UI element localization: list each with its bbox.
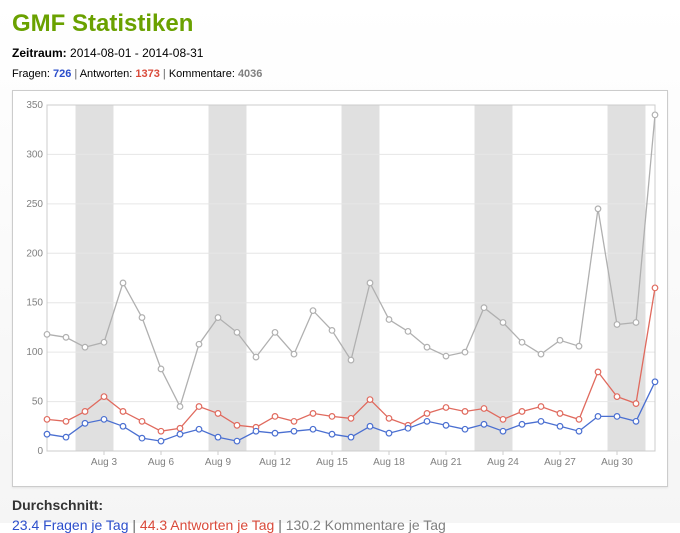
kommentare-value: 4036 xyxy=(238,68,262,80)
svg-text:Aug 15: Aug 15 xyxy=(316,457,348,468)
svg-text:Aug 12: Aug 12 xyxy=(259,457,291,468)
svg-text:Aug 30: Aug 30 xyxy=(601,457,633,468)
totals-line: Fragen: 726 | Antworten: 1373 | Kommenta… xyxy=(12,68,668,80)
fragen-value: 726 xyxy=(53,68,71,80)
averages-line: 23.4 Fragen je Tag | 44.3 Antworten je T… xyxy=(12,517,668,533)
period-line: Zeitraum: 2014-08-01 - 2014-08-31 xyxy=(12,46,668,60)
page-title: GMF Statistiken xyxy=(12,10,668,38)
separator: | xyxy=(278,517,286,533)
antworten-label: Antworten: xyxy=(80,68,133,80)
svg-text:Aug 18: Aug 18 xyxy=(373,457,405,468)
period-value: 2014-08-01 - 2014-08-31 xyxy=(70,46,203,60)
svg-text:250: 250 xyxy=(26,199,43,210)
avg-fragen: 23.4 Fragen je Tag xyxy=(12,517,129,533)
svg-text:200: 200 xyxy=(26,248,43,259)
svg-text:Aug 9: Aug 9 xyxy=(205,457,232,468)
period-label: Zeitraum: xyxy=(12,46,67,60)
svg-text:Aug 24: Aug 24 xyxy=(487,457,519,468)
antworten-value: 1373 xyxy=(135,68,159,80)
svg-text:Aug 27: Aug 27 xyxy=(544,457,576,468)
avg-kommentare: 130.2 Kommentare je Tag xyxy=(286,517,446,533)
svg-text:Aug 6: Aug 6 xyxy=(148,457,175,468)
svg-text:100: 100 xyxy=(26,347,43,358)
stats-chart: 0 50 100 150 200 250 300 350 Aug 3 Aug 6 Aug 9 Aug … xyxy=(19,97,659,477)
chart-container: 0 50 100 150 200 250 300 350 Aug 3 Aug 6 Aug 9 Aug … xyxy=(12,90,668,487)
fragen-label: Fragen: xyxy=(12,68,50,80)
svg-text:0: 0 xyxy=(37,446,43,457)
avg-antworten: 44.3 Antworten je Tag xyxy=(140,517,274,533)
svg-text:350: 350 xyxy=(26,100,43,111)
svg-text:300: 300 xyxy=(26,149,43,160)
svg-text:Aug 3: Aug 3 xyxy=(91,457,118,468)
averages-label: Durchschnitt: xyxy=(12,497,668,513)
separator: | xyxy=(132,517,140,533)
svg-text:Aug 21: Aug 21 xyxy=(430,457,462,468)
kommentare-label: Kommentare: xyxy=(169,68,235,80)
svg-text:50: 50 xyxy=(32,397,44,408)
svg-text:150: 150 xyxy=(26,298,43,309)
